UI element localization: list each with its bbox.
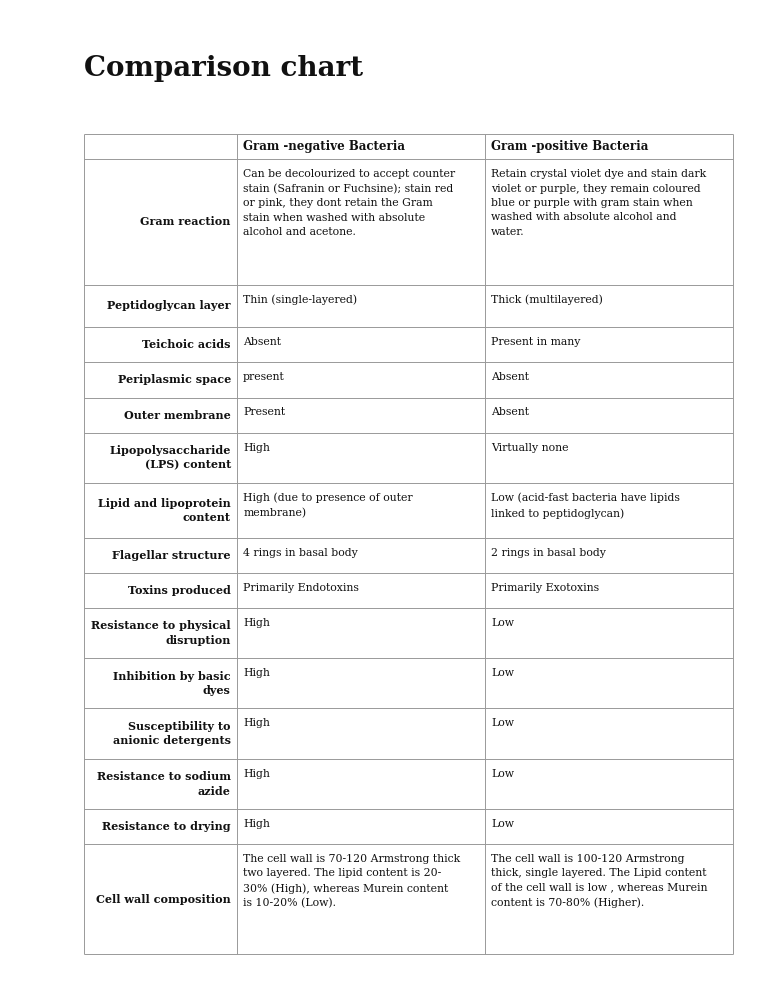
Text: Present in many: Present in many <box>491 337 581 347</box>
Text: High (due to presence of outer
membrane): High (due to presence of outer membrane) <box>243 493 412 518</box>
Text: Peptidoglycan layer: Peptidoglycan layer <box>108 300 231 311</box>
Text: Gram -negative Bacteria: Gram -negative Bacteria <box>243 140 406 153</box>
Text: Lipopolysaccharide
(LPS) content: Lipopolysaccharide (LPS) content <box>110 445 231 470</box>
Text: High: High <box>243 668 270 678</box>
Text: Gram -positive Bacteria: Gram -positive Bacteria <box>491 140 648 153</box>
Text: High: High <box>243 768 270 778</box>
Text: Absent: Absent <box>491 373 529 383</box>
Text: 4 rings in basal body: 4 rings in basal body <box>243 548 358 558</box>
Text: Can be decolourized to accept counter
stain (Safranin or Fuchsine); stain red
or: Can be decolourized to accept counter st… <box>243 169 455 238</box>
Text: Low: Low <box>491 719 514 729</box>
Text: Resistance to sodium
azide: Resistance to sodium azide <box>97 771 231 796</box>
Text: Low: Low <box>491 618 514 628</box>
Text: Gram reaction: Gram reaction <box>141 217 231 228</box>
Text: Primarily Endotoxins: Primarily Endotoxins <box>243 583 359 593</box>
Text: Low: Low <box>491 668 514 678</box>
Text: present: present <box>243 373 285 383</box>
Text: Teichoic acids: Teichoic acids <box>142 339 231 350</box>
Text: Lipid and lipoprotein
content: Lipid and lipoprotein content <box>98 498 231 523</box>
Text: Primarily Exotoxins: Primarily Exotoxins <box>491 583 599 593</box>
Text: Flagellar structure: Flagellar structure <box>112 550 231 561</box>
Text: Cell wall composition: Cell wall composition <box>96 894 231 905</box>
Text: Resistance to physical
disruption: Resistance to physical disruption <box>91 620 231 646</box>
Text: The cell wall is 100-120 Armstrong
thick, single layered. The Lipid content
of t: The cell wall is 100-120 Armstrong thick… <box>491 854 707 908</box>
Text: Low (acid-fast bacteria have lipids
linked to peptidoglycan): Low (acid-fast bacteria have lipids link… <box>491 493 680 519</box>
Text: Virtually none: Virtually none <box>491 442 568 452</box>
Text: High: High <box>243 719 270 729</box>
Text: High: High <box>243 442 270 452</box>
Text: Outer membrane: Outer membrane <box>124 410 231 420</box>
Text: Absent: Absent <box>243 337 281 347</box>
Text: Low: Low <box>491 819 514 829</box>
Text: Comparison chart: Comparison chart <box>84 55 363 82</box>
Text: Low: Low <box>491 768 514 778</box>
Text: Absent: Absent <box>491 408 529 417</box>
Text: The cell wall is 70-120 Armstrong thick
two layered. The lipid content is 20-
30: The cell wall is 70-120 Armstrong thick … <box>243 854 460 909</box>
Text: 2 rings in basal body: 2 rings in basal body <box>491 548 606 558</box>
Text: Thick (multilayered): Thick (multilayered) <box>491 294 603 305</box>
Text: Toxins produced: Toxins produced <box>128 585 231 596</box>
Text: Resistance to drying: Resistance to drying <box>102 821 231 832</box>
Text: Periplasmic space: Periplasmic space <box>118 375 231 386</box>
Text: Present: Present <box>243 408 285 417</box>
Text: High: High <box>243 618 270 628</box>
Text: Inhibition by basic
dyes: Inhibition by basic dyes <box>113 671 231 696</box>
Text: Retain crystal violet dye and stain dark
violet or purple, they remain coloured
: Retain crystal violet dye and stain dark… <box>491 169 707 237</box>
Text: Susceptibility to
anionic detergents: Susceptibility to anionic detergents <box>113 721 231 746</box>
Text: High: High <box>243 819 270 829</box>
Text: Thin (single-layered): Thin (single-layered) <box>243 294 357 305</box>
